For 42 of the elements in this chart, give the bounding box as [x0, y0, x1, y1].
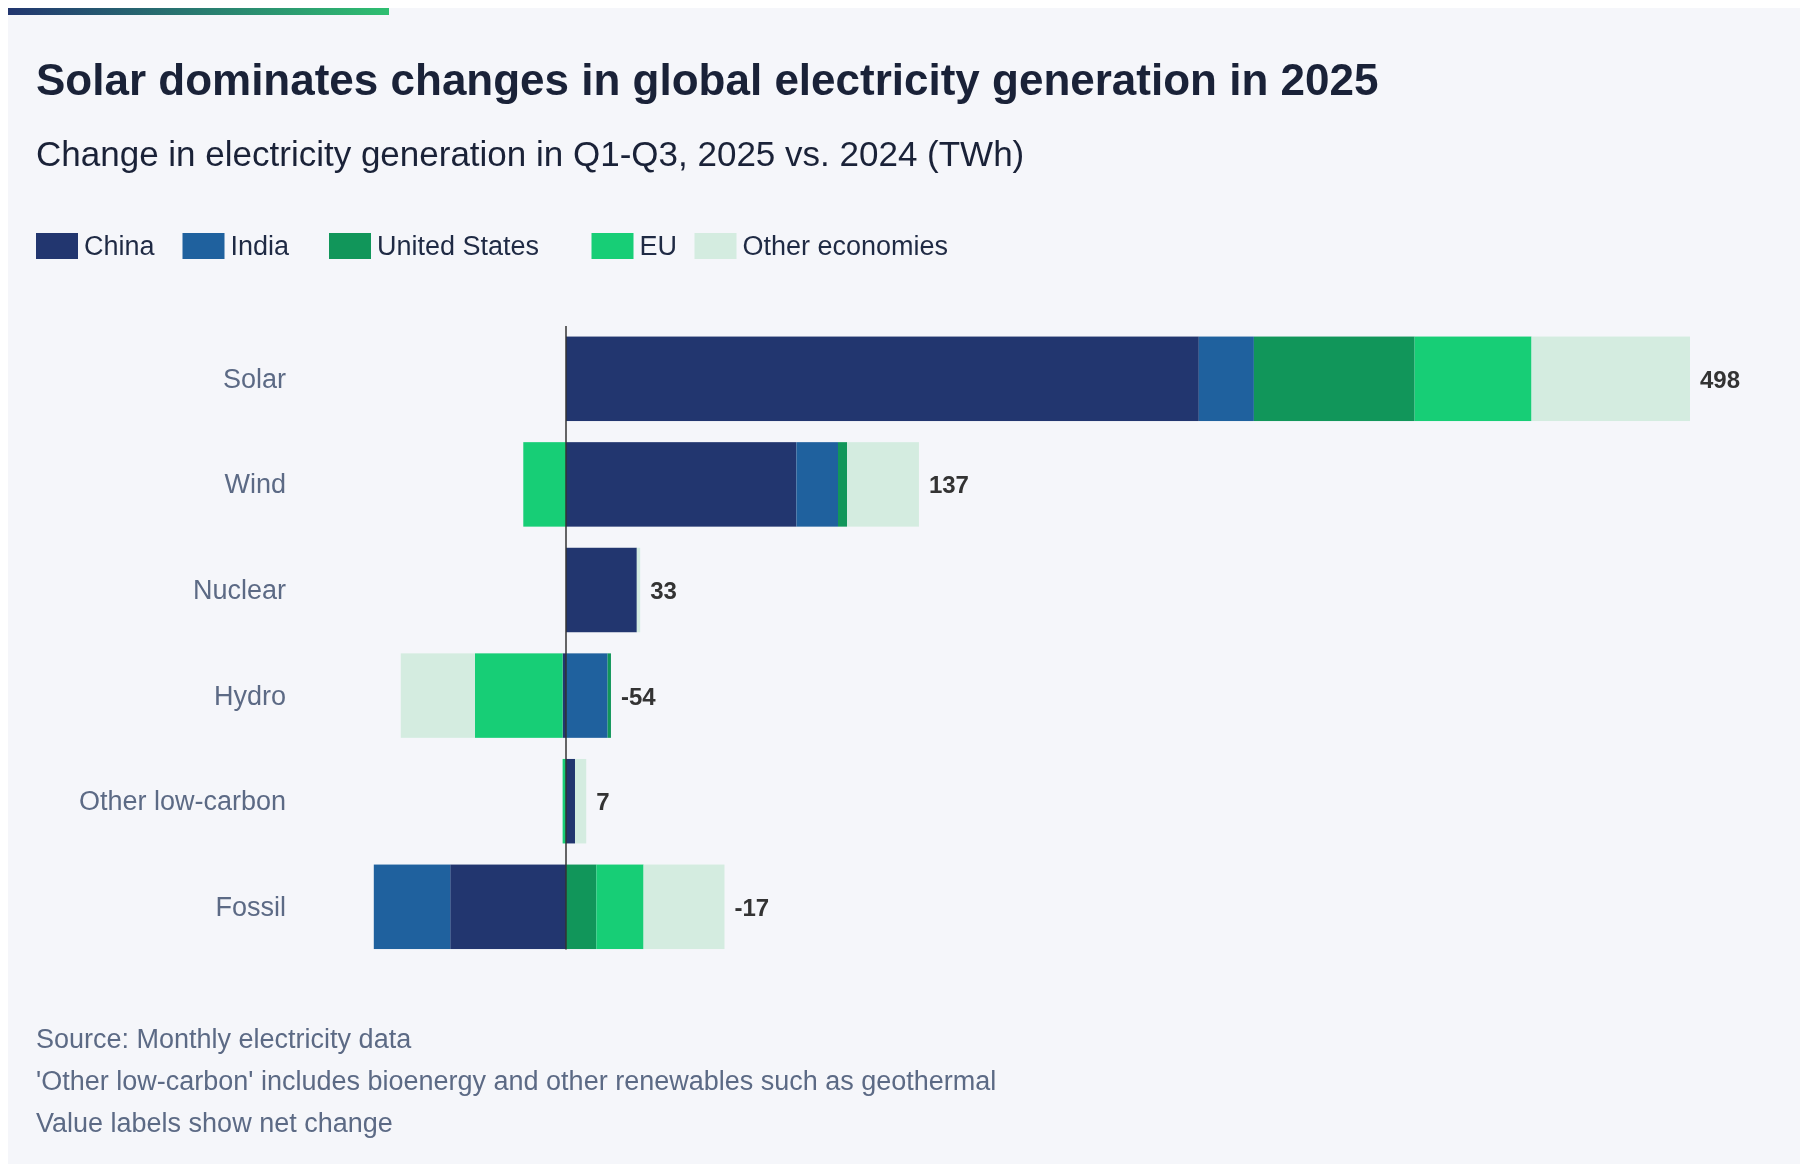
bar [523, 442, 566, 527]
bar [1198, 336, 1254, 422]
annotation: 7 [596, 788, 610, 816]
legend-label: United States [377, 231, 540, 261]
y-tick-label: Other low-carbon [78, 786, 286, 817]
y-tick-label: Wind [224, 469, 286, 500]
y-tick-label: Nuclear [192, 575, 286, 605]
text: Value labels show net change [36, 1108, 393, 1138]
y-tick-label: Hydro [213, 680, 286, 711]
annotation: -17 [734, 893, 770, 921]
bar [596, 864, 644, 950]
bar [566, 336, 1199, 422]
legend-label: Other economies [742, 231, 949, 261]
bar [796, 442, 839, 527]
text: 'Other low-carbon' includes bioenergy and other renewables such as geothermal [36, 1066, 997, 1096]
bar [1531, 336, 1690, 422]
legend-label: India [230, 231, 291, 261]
bar [450, 864, 566, 950]
bar [838, 442, 847, 527]
source-note: Source: Monthly electricity data [36, 1024, 413, 1054]
bar [566, 442, 797, 527]
text: 498 [1700, 365, 1741, 393]
bar [643, 864, 725, 950]
annotation: 137 [928, 471, 969, 499]
y-tick-label: Solar [222, 363, 287, 394]
annotation: 33 [650, 577, 677, 604]
chart-subtitle: Change in electricity generation in Q1-Q3, 2025 vs. 2024 (TWh) [36, 134, 1025, 173]
bar [566, 547, 637, 633]
legend-label: China [84, 231, 156, 261]
bar [566, 653, 608, 738]
bar [400, 653, 475, 738]
y-tick-label: Fossil [215, 891, 286, 922]
bar [1414, 336, 1532, 422]
bar [574, 758, 587, 844]
legend-label: EU [639, 231, 678, 261]
bar [1253, 336, 1415, 422]
bar [847, 442, 919, 527]
bar [373, 864, 451, 950]
annotation: -54 [620, 682, 657, 710]
bar [474, 653, 563, 738]
bar [566, 864, 597, 950]
chart-title: Solar dominates changes in global electricity generation in 2025 [36, 55, 1379, 104]
